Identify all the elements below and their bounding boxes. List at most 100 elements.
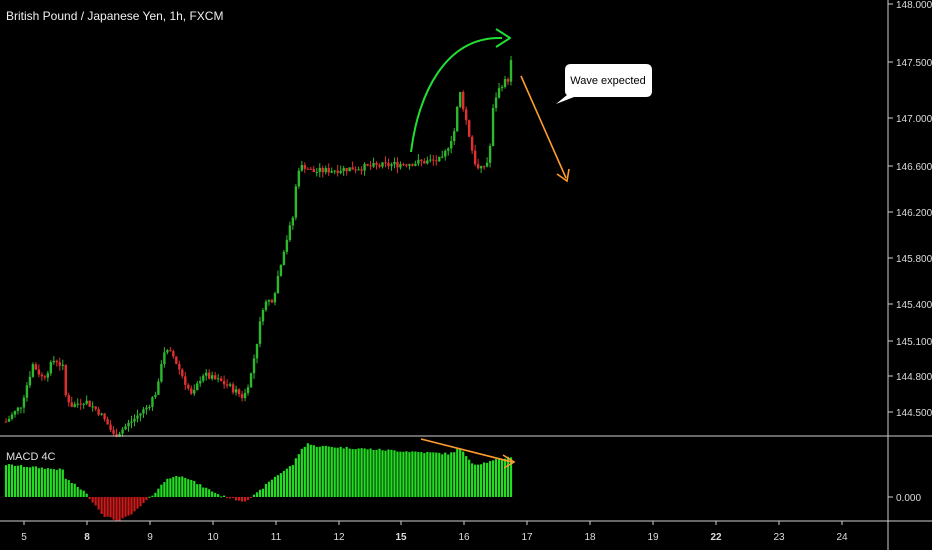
macd-bar <box>500 459 504 497</box>
candle <box>219 376 223 382</box>
candle <box>363 162 366 176</box>
macd-bar <box>214 492 217 497</box>
macd-bar <box>172 477 175 497</box>
macd-bar <box>264 483 268 497</box>
macd-bar <box>506 456 510 497</box>
candle <box>467 119 471 138</box>
macd-bar <box>13 465 17 497</box>
candle <box>500 85 504 92</box>
price-axis[interactable]: 148.000 147.500 147.000 146.600 146.200 145.8… <box>888 0 932 419</box>
candle <box>318 163 321 178</box>
candle <box>327 163 330 176</box>
candle <box>333 170 336 175</box>
macd-bar <box>488 461 492 497</box>
time-axis[interactable]: 5 8 9 10 11 12 15 16 17 18 19 22 23 24 <box>21 521 848 543</box>
macd-bar <box>136 497 139 509</box>
candle <box>429 154 432 163</box>
candle <box>372 157 375 168</box>
macd-bar <box>97 497 100 510</box>
candle <box>408 163 411 170</box>
macd-bar <box>405 451 408 497</box>
macd-bar <box>372 450 375 497</box>
candle <box>52 356 56 365</box>
macd-bar <box>438 452 441 497</box>
macd-bar <box>52 469 55 497</box>
candle <box>127 419 130 432</box>
macd-bar <box>28 467 32 497</box>
macd-bar <box>450 452 453 497</box>
candle <box>43 375 47 381</box>
price-tick-label: 145.400 <box>896 300 932 311</box>
macd-bar <box>100 497 103 514</box>
macd-bar <box>175 476 178 497</box>
candle <box>240 391 244 402</box>
candle <box>348 167 351 172</box>
macd-bar <box>503 458 507 497</box>
macd-bar <box>202 487 205 497</box>
macd-bar <box>396 451 399 497</box>
candle <box>506 77 510 86</box>
macd-bar <box>61 469 64 497</box>
macd-bar <box>279 473 283 497</box>
time-tick-label: 10 <box>207 532 219 543</box>
macd-bar <box>354 449 357 497</box>
macd-bar <box>139 497 142 507</box>
price-tick-label: 145.100 <box>896 337 932 348</box>
candle <box>288 221 292 242</box>
macd-bar <box>226 497 229 499</box>
macd-bar <box>130 497 133 515</box>
macd-bar <box>474 464 477 497</box>
candle <box>163 347 166 368</box>
candle <box>444 149 447 161</box>
candle <box>79 398 82 410</box>
macd-bar <box>339 446 342 497</box>
candle <box>459 91 462 109</box>
macd-bar <box>193 480 196 497</box>
price-tick-label: 147.500 <box>896 58 932 69</box>
macd-bar <box>357 448 360 497</box>
candle <box>470 135 474 155</box>
macd-bar <box>336 447 339 497</box>
candle <box>222 375 226 389</box>
candle <box>264 299 268 312</box>
macd-bar <box>348 448 351 497</box>
candle <box>49 360 53 376</box>
annotation-text: Wave expected <box>570 75 645 87</box>
candle <box>67 392 70 407</box>
macd-bar <box>497 458 501 497</box>
candle <box>360 166 363 175</box>
macd-bar <box>148 496 151 498</box>
macd-bar <box>408 452 411 497</box>
macd-bar <box>270 479 274 497</box>
candle <box>112 426 115 436</box>
macd-bar <box>115 497 118 522</box>
candle <box>175 356 178 365</box>
macd-axis: 0.000 <box>888 493 921 504</box>
candle <box>461 90 465 112</box>
macd-bar <box>366 449 369 497</box>
macd-bar <box>121 497 124 519</box>
annotation-bubble[interactable]: Wave expected <box>556 64 652 104</box>
macd-bar <box>485 462 489 497</box>
candle <box>199 376 202 387</box>
macd-bar <box>4 465 8 497</box>
candle <box>321 165 324 178</box>
candle <box>172 349 175 359</box>
candle <box>166 349 169 355</box>
candle <box>13 410 17 418</box>
candle <box>136 409 139 423</box>
macd-bar <box>229 497 232 499</box>
macd-bar <box>509 457 513 497</box>
candle <box>154 391 157 399</box>
time-tick-label: 23 <box>773 532 785 543</box>
candle <box>46 370 50 382</box>
macd-bar <box>166 478 169 497</box>
candle <box>423 158 426 164</box>
candle <box>381 162 384 169</box>
candle <box>473 144 477 167</box>
candle <box>351 161 354 170</box>
macd-tick-label: 0.000 <box>896 493 921 504</box>
price-tick-label: 145.800 <box>896 254 932 265</box>
candle <box>28 371 32 388</box>
